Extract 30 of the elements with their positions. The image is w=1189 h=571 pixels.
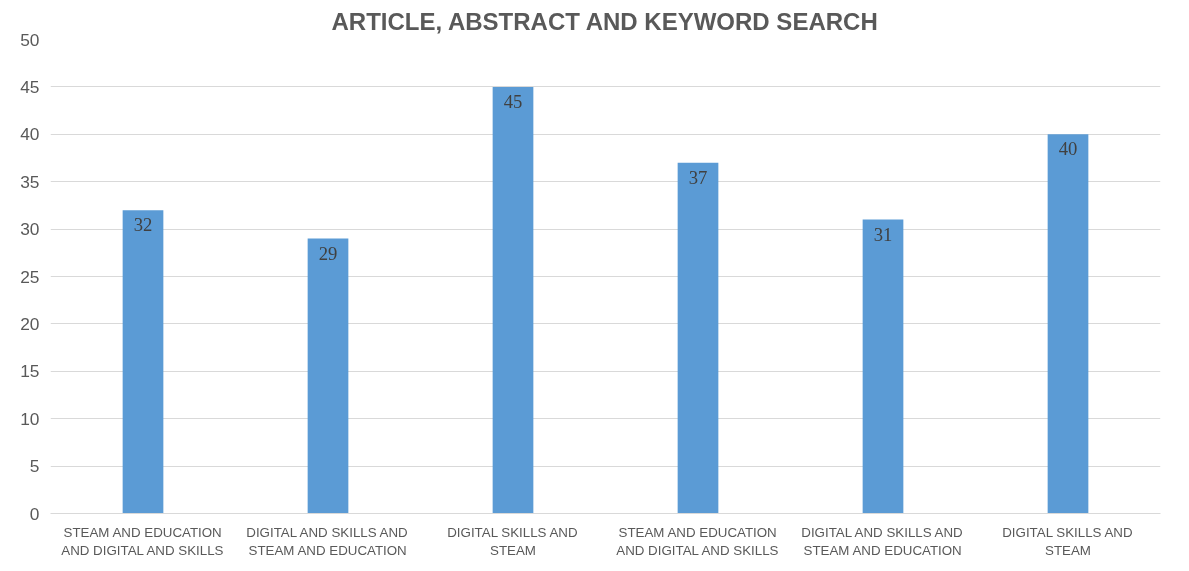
x-tick-label: DIGITAL SKILLS AND STEAM xyxy=(447,524,578,558)
y-tick-label: 35 xyxy=(20,171,40,192)
bar xyxy=(862,219,904,514)
y-tick-label: 50 xyxy=(20,29,40,50)
y-tick-label: 45 xyxy=(20,76,40,97)
bar xyxy=(492,86,534,514)
x-tick-label: DIGITAL AND SKILLS AND STEAM AND EDUCATION xyxy=(801,524,963,558)
x-tick-label: STEAM AND EDUCATION AND DIGITAL AND SKILLS xyxy=(61,524,224,558)
data-label: 37 xyxy=(688,166,708,188)
y-tick-label: 5 xyxy=(29,456,40,477)
y-tick-label: 40 xyxy=(20,124,40,145)
x-tick-label: DIGITAL SKILLS AND STEAM xyxy=(1002,524,1133,558)
x-tick-label: STEAM AND EDUCATION AND DIGITAL AND SKILLS xyxy=(616,524,779,558)
y-tick-label: 30 xyxy=(20,219,40,240)
data-label: 32 xyxy=(133,214,153,236)
bar xyxy=(307,238,349,514)
bar xyxy=(122,210,164,514)
data-label: 45 xyxy=(503,90,523,112)
data-label: 31 xyxy=(873,223,893,245)
data-label: 29 xyxy=(318,242,338,264)
data-label: 40 xyxy=(1058,138,1078,160)
bar xyxy=(677,162,719,514)
chart-title: ARTICLE, ABSTRACT AND KEYWORD SEARCH xyxy=(331,7,878,35)
y-tick-label: 10 xyxy=(20,408,40,429)
y-tick-label: 20 xyxy=(20,313,40,334)
bar xyxy=(1047,134,1089,514)
y-tick-label: 25 xyxy=(20,266,40,287)
y-tick-label: 0 xyxy=(29,503,40,524)
y-tick-label: 15 xyxy=(20,361,40,382)
x-tick-label: DIGITAL AND SKILLS AND STEAM AND EDUCATION xyxy=(246,524,408,558)
